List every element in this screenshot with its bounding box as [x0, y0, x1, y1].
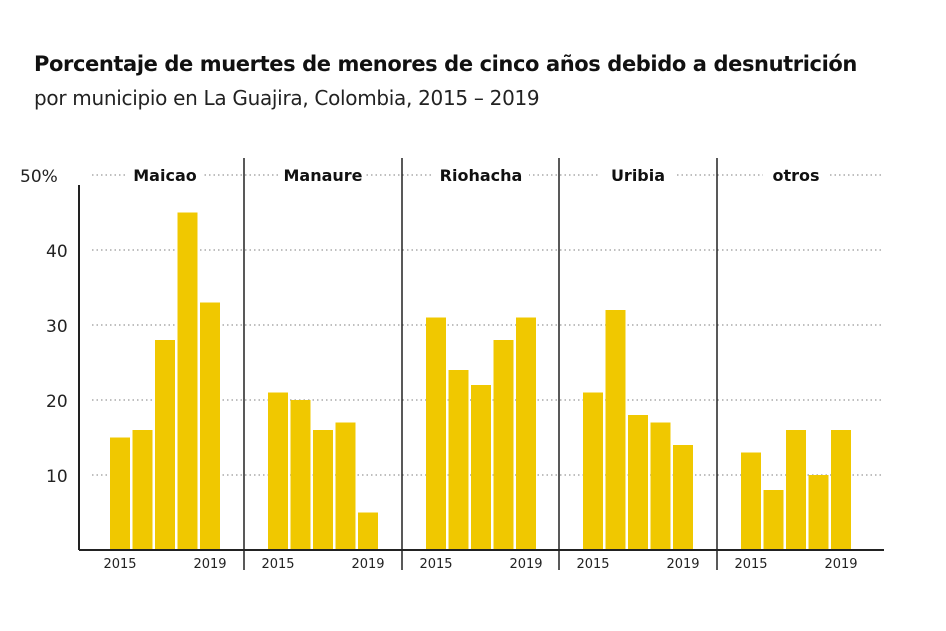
bar-Riohacha-2018: [493, 340, 514, 550]
bar-Manaure-2016: [290, 400, 311, 550]
panel-label: Riohacha: [440, 166, 523, 185]
bar-Riohacha-2019: [516, 317, 536, 550]
panel-label-background: [280, 165, 366, 185]
bar-otros-2018: [808, 475, 829, 550]
x-tick-label: 2015: [576, 557, 609, 572]
chart-title: Porcentaje de muertes de menores de cinc…: [34, 52, 857, 76]
bar-otros-2016: [763, 490, 784, 550]
bar-Maicao-2018: [177, 212, 198, 550]
bar-Maicao-2017: [155, 340, 175, 550]
panel-label-background: [433, 165, 529, 185]
x-tick-label: 2019: [193, 557, 226, 572]
x-tick-label: 2019: [824, 557, 857, 572]
bar-Riohacha-2017: [471, 385, 491, 550]
panel-label-background: [127, 165, 203, 185]
panel-label: Maicao: [133, 166, 196, 185]
y-tick-label: 30: [46, 317, 68, 337]
x-tick-label: 2019: [666, 557, 699, 572]
bar-Uribia-2018: [650, 422, 671, 550]
y-tick-label: 40: [46, 242, 68, 262]
bar-otros-2015: [741, 452, 761, 550]
x-tick-label: 2015: [734, 557, 767, 572]
y-tick-label: 50%: [20, 167, 58, 187]
panel-label: Uribia: [611, 166, 665, 185]
bar-Manaure-2018: [335, 422, 356, 550]
bar-Manaure-2015: [268, 392, 288, 550]
y-tick-label: 20: [46, 392, 68, 412]
bar-Manaure-2019: [358, 512, 378, 550]
bar-Manaure-2017: [313, 430, 333, 550]
x-tick-label: 2019: [351, 557, 384, 572]
bar-Riohacha-2016: [448, 370, 469, 550]
panel-label: Manaure: [283, 166, 362, 185]
bar-Riohacha-2015: [426, 317, 446, 550]
bar-Uribia-2016: [605, 310, 626, 550]
panel-label-background: [600, 165, 676, 185]
bar-otros-2017: [786, 430, 806, 550]
bar-otros-2019: [831, 430, 851, 550]
y-tick-label: 10: [46, 467, 68, 487]
panel-label: otros: [772, 166, 819, 185]
chart-subtitle: por municipio en La Guajira, Colombia, 2…: [34, 86, 540, 110]
x-tick-label: 2019: [509, 557, 542, 572]
x-tick-label: 2015: [103, 557, 136, 572]
bar-Uribia-2017: [628, 415, 648, 550]
bar-Uribia-2015: [583, 392, 603, 550]
bar-Maicao-2016: [132, 430, 153, 550]
x-tick-label: 2015: [419, 557, 452, 572]
x-tick-label: 2015: [261, 557, 294, 572]
panel-label-background: [763, 165, 829, 185]
bar-Uribia-2019: [673, 445, 693, 550]
bar-Maicao-2019: [200, 302, 220, 550]
bar-Maicao-2015: [110, 437, 130, 550]
